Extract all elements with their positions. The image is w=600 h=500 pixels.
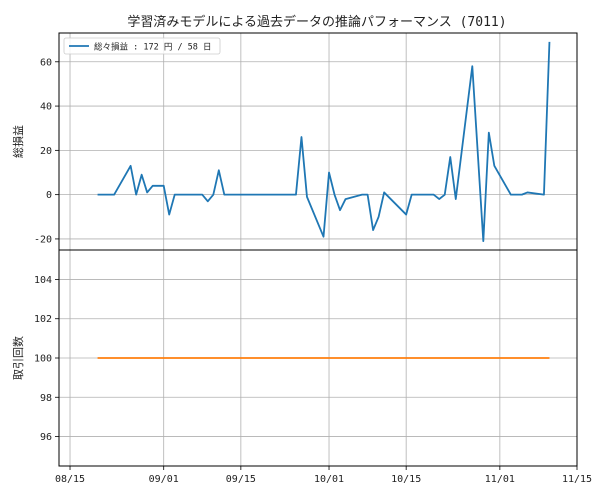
y-axis-label: 総損益 [11, 125, 25, 158]
trade-count-panel: 96 98 100 102 104 取引回数 08/15 09/01 09/15 10/01 10/… [11, 249, 592, 485]
x-tick-label: 11/15 [562, 474, 592, 485]
x-tick-label: 08/15 [55, 474, 85, 485]
y-axis-label: 取引回数 [11, 336, 25, 380]
pnl-series-line [97, 41, 551, 243]
x-tick-label: 11/01 [485, 474, 515, 485]
legend-box [63, 37, 221, 55]
legend-label: 総々損益 : 172 円 / 58 日 [94, 42, 212, 53]
y-tick-label: 100 [34, 354, 52, 365]
x-tick-label: 10/15 [391, 474, 421, 485]
x-tick-label: 09/15 [226, 474, 256, 485]
x-tick-label: 09/01 [149, 474, 179, 485]
y-tick-label: -20 [34, 234, 52, 245]
y-tick-label: 104 [34, 275, 52, 286]
total-pnl-panel: -20 0 20 40 60 総損益 総々損益 : 172 円 / 58 日 [11, 32, 578, 251]
y-tick-label: 98 [40, 393, 52, 404]
x-tick-label: 10/01 [314, 474, 344, 485]
y-tick-label: 60 [40, 57, 52, 68]
y-tick-label: 0 [46, 190, 52, 201]
axes-frame [58, 249, 578, 467]
y-tick-label: 20 [40, 146, 52, 157]
y-tick-label: 96 [40, 432, 52, 443]
axes-frame [58, 32, 578, 251]
chart-title: 学習済みモデルによる過去データの推論パフォーマンス (7011) [127, 14, 506, 30]
y-tick-label: 102 [34, 314, 52, 325]
y-tick-label: 40 [40, 102, 52, 113]
legend: 総々損益 : 172 円 / 58 日 [63, 37, 221, 55]
